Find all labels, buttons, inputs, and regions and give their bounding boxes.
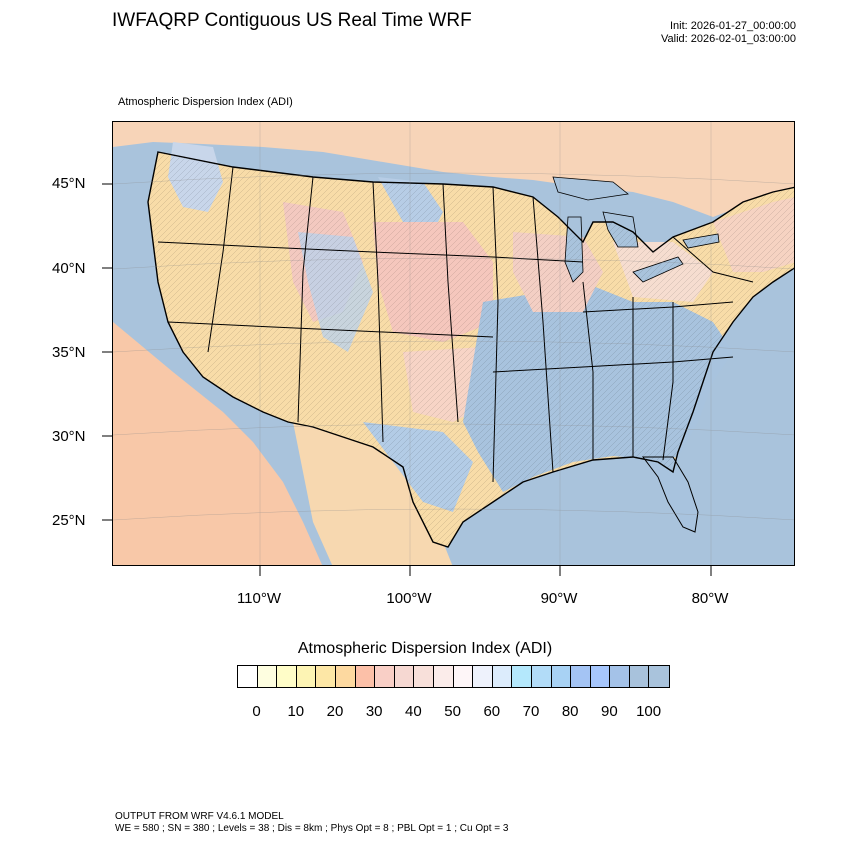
lat-label-40n: 40°N bbox=[52, 260, 86, 277]
map-canvas bbox=[113, 122, 794, 565]
colorbar-swatch bbox=[571, 666, 591, 687]
lake-superior bbox=[552, 176, 629, 201]
colorbar-swatch bbox=[316, 666, 336, 687]
graticule bbox=[113, 122, 794, 565]
colorbar-swatch bbox=[394, 666, 415, 687]
colorbar-swatch bbox=[257, 666, 278, 687]
lat-label-45n: 45°N bbox=[52, 175, 86, 192]
colorbar-tick-label: 40 bbox=[405, 703, 422, 720]
colorbar-tick-label: 60 bbox=[483, 703, 501, 720]
colorbar-swatch bbox=[355, 666, 376, 687]
canada-land bbox=[113, 122, 794, 217]
colorbar-tick-label: 20 bbox=[326, 703, 344, 720]
colorbar-swatch bbox=[453, 666, 474, 687]
colorbar-swatch bbox=[296, 666, 317, 687]
colorbar-swatch bbox=[512, 666, 532, 687]
colorbar bbox=[237, 665, 671, 688]
lon-label-110w: 110°W bbox=[236, 590, 282, 607]
colorbar-swatch bbox=[335, 666, 356, 687]
colorbar-tick-label: 90 bbox=[601, 703, 618, 720]
florida bbox=[642, 456, 699, 533]
colorbar-swatch bbox=[238, 666, 258, 687]
mexico-land-east bbox=[293, 422, 453, 565]
colorbar-tick-label: 0 bbox=[252, 703, 261, 720]
valid-time: Valid: 2026-02-01_03:00:00 bbox=[661, 33, 796, 45]
field-subtitle: Atmospheric Dispersion Index (ADI) bbox=[118, 96, 293, 108]
colorbar-swatch bbox=[492, 666, 513, 687]
lat-label-30n: 30°N bbox=[52, 428, 86, 445]
colorbar-tick-label: 30 bbox=[365, 703, 383, 720]
colorbar-title: Atmospheric Dispersion Index (ADI) bbox=[297, 640, 553, 657]
colorbar-swatch bbox=[551, 666, 572, 687]
colorbar-swatch bbox=[433, 666, 454, 687]
lon-label-100w: 100°W bbox=[386, 590, 432, 607]
colorbar-tick-label: 70 bbox=[522, 703, 540, 720]
colorbar-swatch bbox=[629, 666, 650, 687]
colorbar-swatch bbox=[531, 666, 552, 687]
map-panel bbox=[112, 121, 795, 566]
lon-label-80w: 80°W bbox=[691, 590, 729, 607]
colorbar-swatch bbox=[375, 666, 395, 687]
model-info-line2: WE = 580 ; SN = 380 ; Levels = 38 ; Dis … bbox=[115, 823, 509, 834]
colorbar-swatch bbox=[649, 666, 670, 687]
model-info-line1: OUTPUT FROM WRF V4.6.1 MODEL bbox=[115, 811, 284, 822]
lat-label-25n: 25°N bbox=[52, 512, 86, 529]
colorbar-swatch bbox=[610, 666, 630, 687]
lon-label-90w: 90°W bbox=[540, 590, 578, 607]
lat-label-35n: 35°N bbox=[52, 344, 86, 361]
state-boundaries bbox=[157, 166, 754, 483]
map-title: IWFAQRP Contiguous US Real Time WRF bbox=[112, 10, 472, 31]
init-time: Init: 2026-01-27_00:00:00 bbox=[670, 20, 796, 32]
colorbar-tick-label: 50 bbox=[444, 703, 461, 720]
colorbar-swatch bbox=[277, 666, 297, 687]
colorbar-swatch bbox=[414, 666, 434, 687]
mexico-land-west bbox=[113, 322, 323, 565]
colorbar-swatch bbox=[473, 666, 493, 687]
colorbar-tick-label: 10 bbox=[287, 703, 305, 720]
colorbar-tick-label: 80 bbox=[561, 703, 579, 720]
colorbar-swatch bbox=[590, 666, 611, 687]
colorbar-tick-label: 100 bbox=[636, 703, 662, 720]
